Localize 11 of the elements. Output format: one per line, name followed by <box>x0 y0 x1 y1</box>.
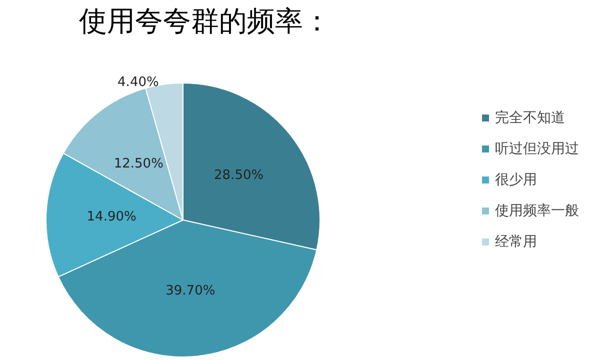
legend-label: 使用频率一般 <box>495 203 579 219</box>
data-label: 28.50% <box>214 168 264 183</box>
data-label: 4.40% <box>118 74 159 90</box>
legend-label: 完全不知道 <box>495 110 565 126</box>
legend-label: 很少用 <box>495 172 537 188</box>
chart-title: 使用夸夸群的频率： <box>79 4 331 38</box>
legend-label: 经常用 <box>495 234 537 250</box>
data-label: 12.50% <box>114 156 164 172</box>
legend-label: 听过但没用过 <box>495 141 579 157</box>
data-label: 39.70% <box>166 284 216 299</box>
data-label: 14.90% <box>86 210 136 225</box>
